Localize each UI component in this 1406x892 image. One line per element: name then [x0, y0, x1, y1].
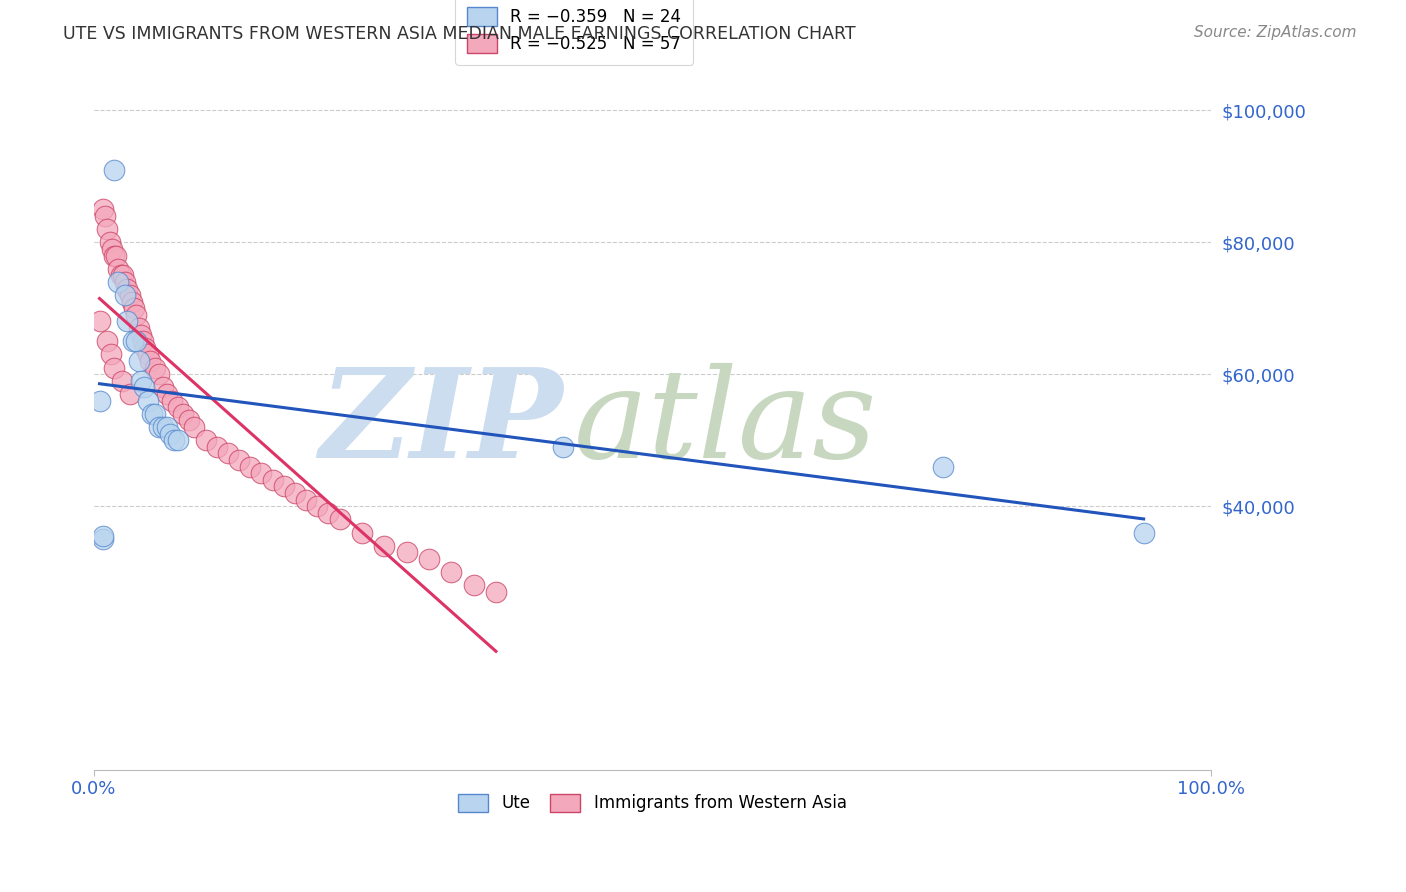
Point [111, 374, 134, 388]
Point [101, 242, 124, 256]
Point [155, 387, 177, 401]
Point [163, 434, 186, 448]
Point [117, 281, 139, 295]
Point [122, 301, 145, 316]
Point [155, 420, 177, 434]
Point [217, 446, 239, 460]
Point [94, 209, 117, 223]
Point [103, 248, 125, 262]
Point [143, 407, 166, 421]
Point [132, 334, 155, 349]
Point [159, 426, 181, 441]
Point [205, 440, 228, 454]
Point [152, 420, 174, 434]
Point [128, 354, 150, 368]
Point [103, 360, 125, 375]
Point [129, 374, 152, 388]
Text: atlas: atlas [574, 363, 877, 484]
Point [125, 308, 148, 322]
Text: ZIP: ZIP [319, 363, 562, 484]
Point [284, 486, 307, 500]
Point [373, 539, 395, 553]
Point [148, 420, 170, 434]
Point [141, 407, 163, 421]
Point [148, 368, 170, 382]
Point [118, 288, 141, 302]
Point [100, 347, 122, 361]
Point [103, 162, 125, 177]
Point [117, 314, 139, 328]
Point [134, 380, 156, 394]
Point [350, 525, 373, 540]
Point [273, 479, 295, 493]
Point [440, 565, 463, 579]
Point [96, 222, 118, 236]
Point [129, 327, 152, 342]
Point [136, 393, 159, 408]
Point [395, 545, 418, 559]
Point [89, 393, 111, 408]
Point [418, 552, 440, 566]
Point [91, 202, 114, 217]
Point [166, 434, 188, 448]
Point [194, 434, 217, 448]
Point [931, 459, 953, 474]
Point [228, 453, 250, 467]
Point [139, 354, 162, 368]
Legend: Ute, Immigrants from Western Asia: Ute, Immigrants from Western Asia [446, 782, 858, 824]
Point [96, 334, 118, 349]
Point [143, 360, 166, 375]
Text: Source: ZipAtlas.com: Source: ZipAtlas.com [1194, 25, 1357, 40]
Point [166, 401, 188, 415]
Point [91, 529, 114, 543]
Point [110, 268, 132, 283]
Point [183, 420, 205, 434]
Point [89, 314, 111, 328]
Point [111, 268, 134, 283]
Point [125, 334, 148, 349]
Point [107, 261, 129, 276]
Point [250, 466, 273, 480]
Point [134, 341, 156, 355]
Point [177, 413, 200, 427]
Point [105, 248, 128, 262]
Point [262, 473, 284, 487]
Point [463, 578, 485, 592]
Point [318, 506, 340, 520]
Point [295, 492, 318, 507]
Point [485, 585, 508, 599]
Point [98, 235, 121, 250]
Text: UTE VS IMMIGRANTS FROM WESTERN ASIA MEDIAN MALE EARNINGS CORRELATION CHART: UTE VS IMMIGRANTS FROM WESTERN ASIA MEDI… [63, 25, 856, 43]
Point [107, 275, 129, 289]
Point [172, 407, 194, 421]
Point [122, 334, 145, 349]
Point [121, 294, 143, 309]
Point [152, 380, 174, 394]
Point [118, 387, 141, 401]
Point [91, 532, 114, 546]
Point [239, 459, 262, 474]
Point [329, 512, 352, 526]
Point [307, 499, 329, 513]
Point [136, 347, 159, 361]
Point [1132, 525, 1154, 540]
Point [114, 288, 136, 302]
Point [160, 393, 183, 408]
Point [114, 275, 136, 289]
Point [128, 321, 150, 335]
Point [551, 440, 574, 454]
